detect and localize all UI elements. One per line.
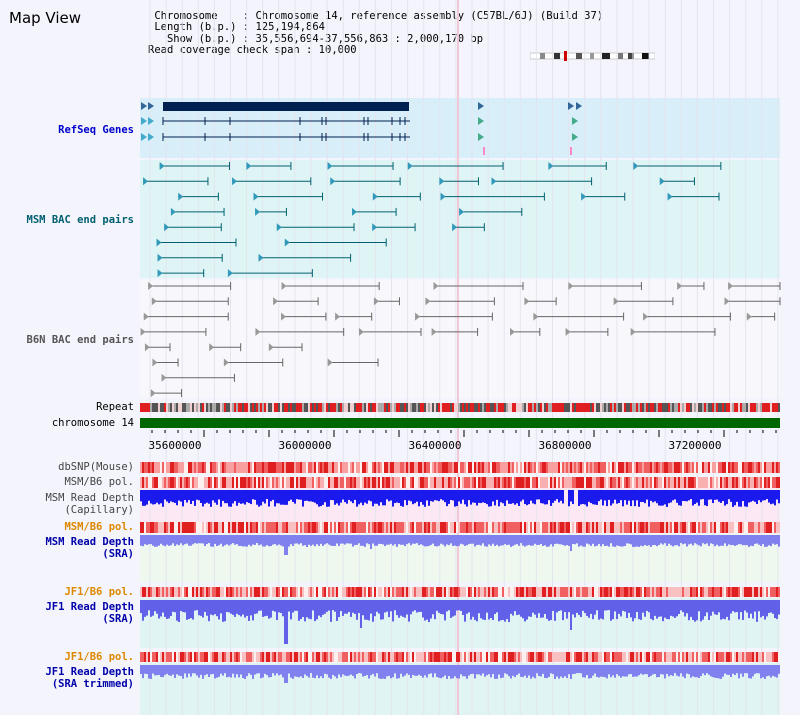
msm-b6-pol2-strip [140, 522, 780, 533]
track-label-jf1-b6-pol: JF1/B6 pol. [64, 586, 134, 598]
refseq-genes [141, 102, 582, 155]
jf1-b6-pol2-strip [140, 652, 780, 662]
track-label-b6n-bac[interactable]: B6N BAC end pairs [26, 334, 134, 346]
axis-tick-label: 36400000 [409, 439, 462, 452]
jf1-trim-depth-bars [140, 665, 780, 683]
info-line-length: Length (b.p.) : 125,194,864 [148, 21, 326, 34]
info-line-show: Show (b.p.) : 35,556,694-37,556,863 : 2,… [148, 32, 484, 45]
axis-ticks [151, 430, 777, 437]
page-title: Map View [9, 9, 82, 27]
info-line-chromosome: Chromosome : Chromosome 14, reference as… [148, 10, 604, 22]
chromosome-ideogram[interactable] [530, 51, 655, 61]
region-info: Chromosome : Chromosome 14, reference as… [148, 10, 604, 56]
jf1-sra-depth-bars [140, 600, 780, 644]
track-label-msm-depth-sra: MSM Read Depth (SRA) [45, 536, 134, 560]
axis-tick-label: 36000000 [279, 439, 332, 452]
b6n-bac-track-bg [140, 280, 780, 398]
track-label-msm-bac[interactable]: MSM BAC end pairs [26, 214, 134, 226]
axis-tick-label: 35600000 [149, 439, 202, 452]
msm-sra-depth-bars [140, 535, 780, 555]
msm-bac-pairs [143, 162, 722, 278]
dbsnp-strip [140, 462, 780, 473]
jf1-b6-pol-strip [140, 587, 780, 597]
msm-b6-pol-strip [140, 477, 780, 488]
axis-tick-label: 37200000 [669, 439, 722, 452]
b6n-bac-pairs [140, 282, 781, 398]
track-label-jf1-depth-trimmed: JF1 Read Depth (SRA trimmed) [45, 666, 134, 690]
track-label-repeat: Repeat [96, 401, 134, 413]
track-label-dbsnp: dbSNP(Mouse) [58, 461, 134, 473]
repeat-track [140, 403, 780, 412]
track-label-msm-b6-pol: MSM/B6 pol. [64, 476, 134, 488]
track-label-refseq-genes[interactable]: RefSeq Genes [58, 124, 134, 136]
track-label-chromosome: chromosome 14 [51, 417, 134, 429]
track-label-msm-depth-capillary: MSM Read Depth (Capillary) [45, 492, 134, 516]
msm-bac-track-bg [140, 160, 780, 278]
chromosome-bar [140, 418, 780, 428]
msm-capillary-depth-bars [140, 490, 780, 507]
info-line-coverage-span: Read coverage check span : 10,000 [148, 43, 357, 56]
track-label-jf1-b6-pol-2: JF1/B6 pol. [64, 651, 134, 663]
track-label-msm-b6-pol-2: MSM/B6 pol. [64, 521, 134, 533]
axis-tick-label: 36800000 [539, 439, 592, 452]
track-label-jf1-depth-sra: JF1 Read Depth (SRA) [45, 601, 134, 625]
